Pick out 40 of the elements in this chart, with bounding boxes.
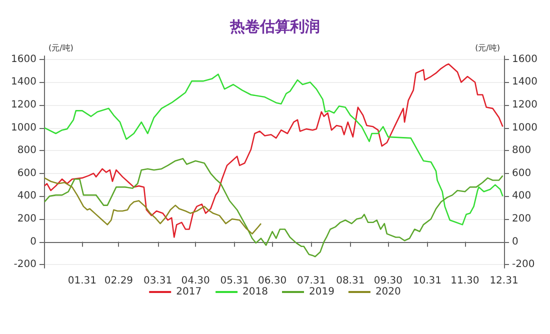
chart-title: 热卷估算利润 xyxy=(229,18,320,36)
y2-tick-label: -200 xyxy=(512,259,535,270)
y2-tick-label: 1200 xyxy=(512,100,538,111)
x-tick-label: 06.30 xyxy=(258,276,287,286)
y-axis-title: (元/吨) xyxy=(48,44,74,52)
legend-label: 2018 xyxy=(242,286,268,298)
x-tick-label: 09.30 xyxy=(374,276,402,286)
x-tick-label: 07.31 xyxy=(297,276,326,286)
y2-tick-label: 400 xyxy=(512,190,532,202)
y-tick-label: 1600 xyxy=(10,54,36,65)
y-tick-label: 400 xyxy=(17,190,36,202)
y-tick-label: 1000 xyxy=(10,122,36,134)
x-tick-label: 08.31 xyxy=(336,276,365,286)
y-tick-label: -200 xyxy=(14,259,36,270)
y-tick-label: 1200 xyxy=(10,100,36,111)
x-tick-label: 01.31 xyxy=(68,276,97,286)
y-tick-label: 600 xyxy=(17,168,36,179)
legend-label: 2020 xyxy=(375,286,401,298)
line-series xyxy=(44,177,262,234)
y-tick-label: 200 xyxy=(17,213,36,224)
y-tick-label: 800 xyxy=(17,145,36,156)
x-tick-label: 05.31 xyxy=(220,276,249,286)
y2-axis-title: (元/吨) xyxy=(475,44,500,52)
y2-tick-label: 1400 xyxy=(512,76,538,88)
y2-tick-label: 1600 xyxy=(512,54,538,65)
x-tick-label: 04.30 xyxy=(181,276,210,286)
y2-tick-label: 1000 xyxy=(512,122,538,134)
x-tick-label: 02.29 xyxy=(104,276,134,286)
x-tick-label: 11.30 xyxy=(450,276,480,286)
y-tick-label: 0 xyxy=(30,236,36,248)
legend-label: 2017 xyxy=(176,286,202,298)
legend-label: 2019 xyxy=(309,286,334,298)
x-tick-label: 10.31 xyxy=(412,276,442,286)
y2-tick-label: 800 xyxy=(512,145,532,156)
y2-tick-label: 0 xyxy=(512,236,518,248)
y2-tick-label: 200 xyxy=(512,213,532,224)
y-tick-label: 1400 xyxy=(10,76,36,88)
x-tick-label: 03.31 xyxy=(143,276,172,286)
y2-tick-label: 600 xyxy=(512,168,532,179)
x-tick-label: 12.31 xyxy=(490,276,518,286)
